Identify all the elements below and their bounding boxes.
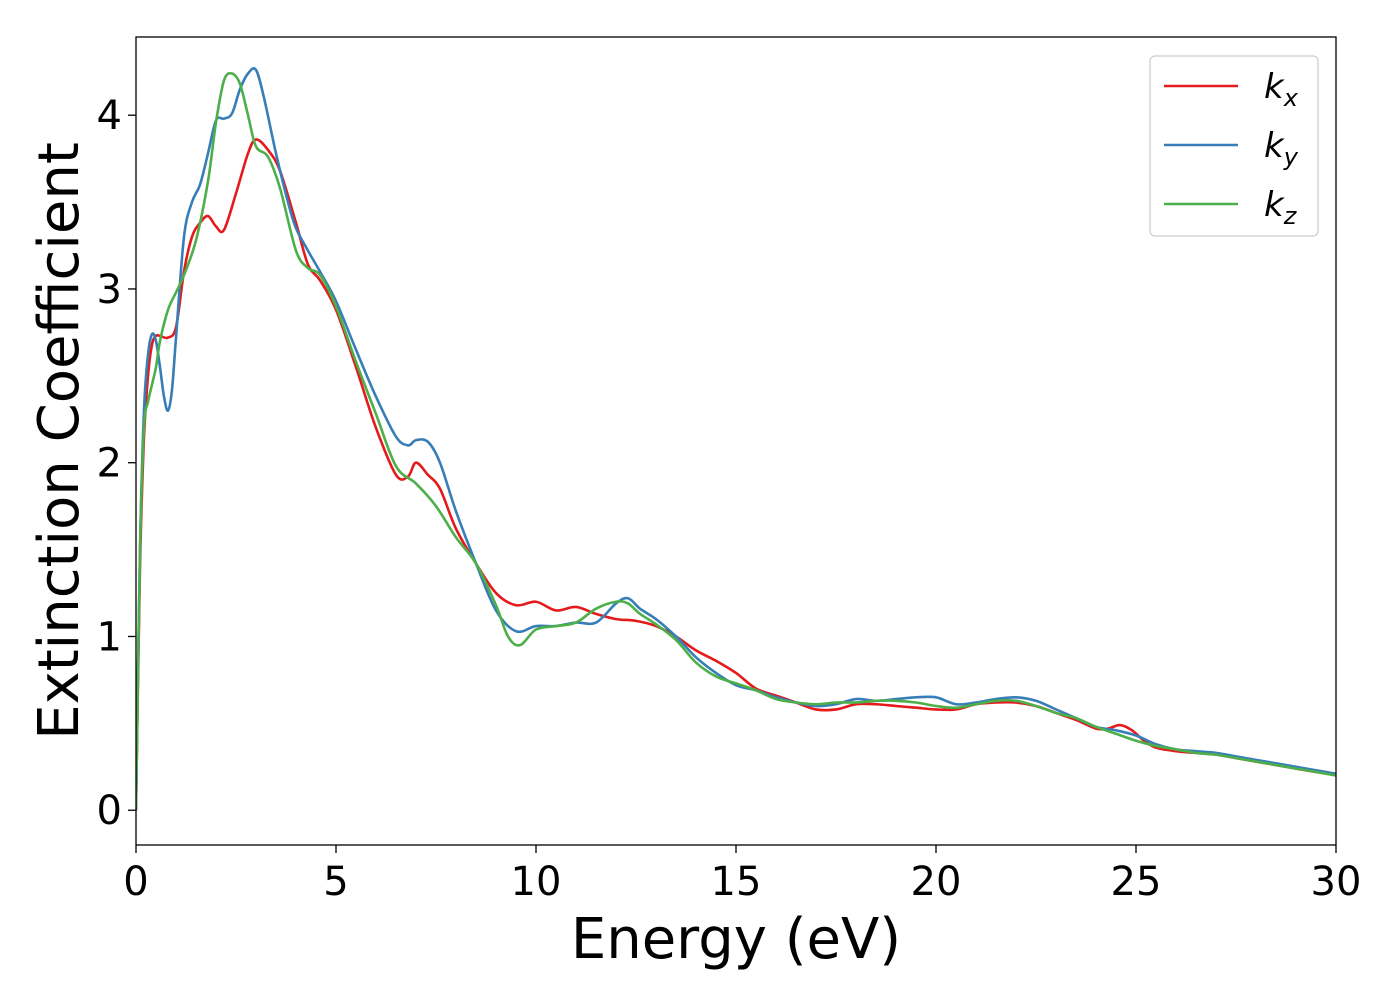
x-tick-label: 25 <box>1111 859 1162 905</box>
legend-label: kx <box>1264 67 1299 112</box>
y-tick-label: 4 <box>97 93 122 139</box>
x-axis-ticks: 0 5 10 15 20 25 30 <box>123 845 1361 905</box>
legend-label: kz <box>1264 185 1298 230</box>
x-tick-label: 10 <box>511 859 562 905</box>
x-tick-label: 0 <box>123 859 148 905</box>
x-tick-label: 30 <box>1311 859 1362 905</box>
legend: kx ky kz <box>1149 55 1319 237</box>
series-line-k-x <box>136 138 1336 811</box>
series-line-k-y <box>136 67 1336 811</box>
y-axis-label: Extinction Coefficient <box>27 142 92 740</box>
legend-label: ky <box>1264 126 1299 171</box>
x-tick-label: 20 <box>911 859 962 905</box>
series-lines <box>136 67 1336 811</box>
x-axis-label: Energy (eV) <box>571 907 901 972</box>
x-tick-label: 5 <box>323 859 348 905</box>
x-tick-label: 15 <box>711 859 762 905</box>
y-tick-label: 0 <box>97 788 122 834</box>
y-axis-ticks: 0 1 2 3 4 <box>97 93 136 834</box>
y-tick-label: 3 <box>97 267 122 313</box>
series-line-k-z <box>136 71 1336 811</box>
y-tick-label: 2 <box>97 441 122 487</box>
y-tick-label: 1 <box>97 614 122 660</box>
